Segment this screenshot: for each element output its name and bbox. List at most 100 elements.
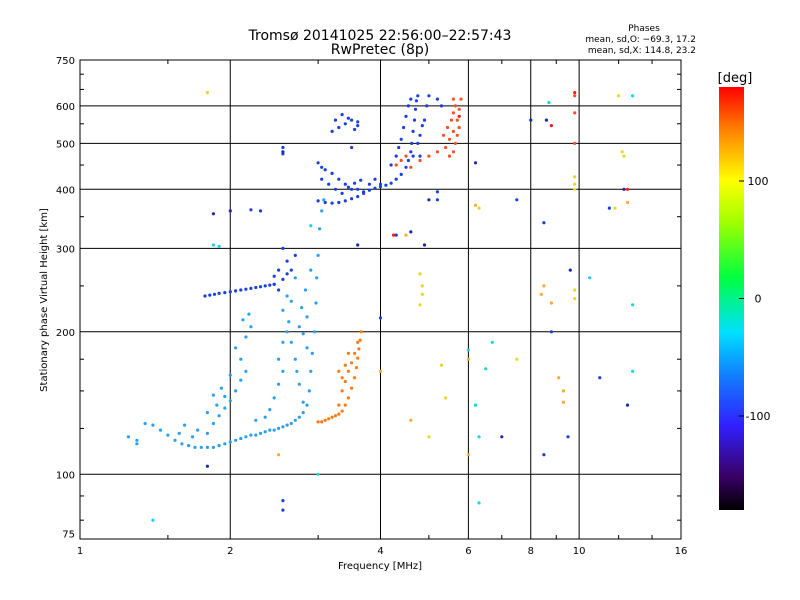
data-point <box>406 158 410 163</box>
data-point <box>418 272 422 276</box>
data-point <box>435 190 439 194</box>
data-point <box>350 145 354 150</box>
data-point <box>515 357 519 361</box>
x-tick-label: 16 <box>675 546 688 557</box>
data-point <box>477 501 481 505</box>
data-point <box>330 201 334 205</box>
data-point <box>272 282 276 286</box>
data-point <box>444 396 448 400</box>
data-point <box>228 209 232 213</box>
y-tick-label: 600 <box>56 102 75 113</box>
data-point <box>620 150 624 154</box>
data-point <box>397 145 401 150</box>
data-point <box>297 382 301 386</box>
y-tick-label: 75 <box>62 529 75 540</box>
data-point <box>413 107 418 111</box>
data-point <box>234 289 238 293</box>
data-point <box>359 330 363 334</box>
data-point <box>277 382 281 386</box>
data-point <box>613 206 617 210</box>
data-point <box>281 508 285 512</box>
data-point <box>573 175 577 179</box>
data-point <box>343 182 347 186</box>
data-point <box>411 129 415 133</box>
data-point <box>455 118 459 122</box>
data-point <box>357 347 361 351</box>
data-point <box>404 233 408 237</box>
phases-line-x: mean, sd,X: 114.8, 23.2 <box>588 46 696 56</box>
data-point <box>337 369 341 373</box>
data-point <box>263 415 267 419</box>
data-point <box>356 243 360 247</box>
data-point <box>158 428 163 432</box>
data-point <box>320 165 324 169</box>
data-point <box>425 104 429 108</box>
data-point <box>566 435 570 439</box>
data-point <box>281 246 285 250</box>
y-axis-label: Stationary phase Virtual Height [km] <box>39 208 50 392</box>
data-point <box>333 187 338 191</box>
data-point <box>327 417 331 421</box>
colorbar-tick-label: 100 <box>748 175 769 188</box>
data-point <box>205 411 209 415</box>
data-point <box>631 94 635 98</box>
data-point <box>337 412 341 416</box>
data-point <box>445 125 450 130</box>
data-point <box>217 244 221 248</box>
data-point <box>277 453 281 457</box>
data-point <box>404 114 408 118</box>
data-point <box>211 393 215 397</box>
data-point <box>223 442 227 446</box>
data-point <box>272 274 276 278</box>
x-tick-label: 2 <box>227 546 233 557</box>
data-point <box>459 97 463 101</box>
colorbar-ticks: 100 0 -100 <box>739 175 770 423</box>
data-point <box>484 367 488 371</box>
data-point <box>320 420 324 424</box>
data-point <box>435 97 439 101</box>
data-point <box>406 104 410 108</box>
data-point <box>249 325 253 329</box>
data-point <box>402 125 406 130</box>
data-point <box>309 224 313 228</box>
data-point <box>228 440 232 444</box>
data-point <box>542 221 546 225</box>
data-point <box>394 233 398 237</box>
data-point <box>285 272 289 276</box>
data-point <box>301 400 305 404</box>
data-point <box>411 154 415 158</box>
data-point <box>435 150 439 154</box>
data-point <box>473 203 478 207</box>
data-point <box>453 104 457 108</box>
data-point <box>254 285 258 290</box>
data-point <box>228 399 232 403</box>
data-point <box>399 172 403 176</box>
data-point <box>549 301 554 305</box>
data-point <box>289 268 293 272</box>
data-point <box>353 376 357 380</box>
data-point <box>285 259 289 263</box>
data-point <box>281 340 285 344</box>
data-point <box>187 444 191 448</box>
data-point <box>254 418 258 422</box>
data-point <box>268 408 272 412</box>
data-point <box>297 325 301 329</box>
data-point <box>205 91 209 95</box>
data-point <box>289 299 293 303</box>
colorbar-label: [deg] <box>718 71 753 86</box>
y-tick-label: 200 <box>56 328 75 339</box>
data-point <box>362 190 366 194</box>
data-point <box>418 303 422 307</box>
data-point <box>343 363 347 367</box>
data-point <box>323 418 327 422</box>
data-point <box>418 158 422 163</box>
x-axis-ticks: 1 2 4 6 8 10 16 <box>77 546 688 557</box>
data-point <box>441 133 446 137</box>
data-point <box>309 369 313 373</box>
data-point <box>293 276 297 280</box>
chart-title: Tromsø 20141025 22:56:00–22:57:43 <box>248 28 512 44</box>
data-point <box>420 284 424 288</box>
data-point <box>346 396 350 400</box>
data-point <box>143 421 147 426</box>
